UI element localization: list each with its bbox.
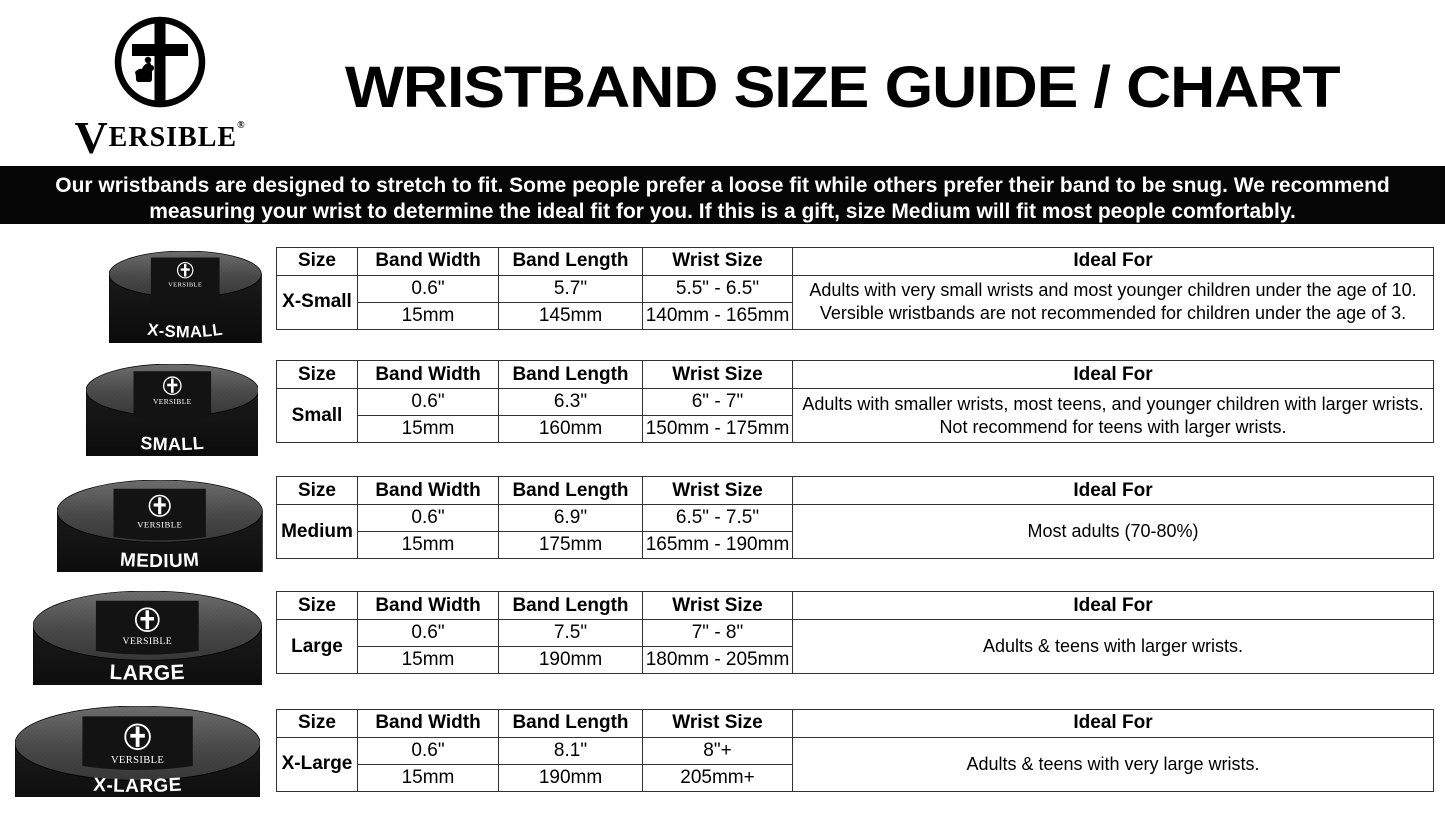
svg-text:MEDIUM: MEDIUM xyxy=(119,549,200,572)
svg-text:VERSIBLE: VERSIBLE xyxy=(153,397,192,406)
svg-text:VERSIBLE: VERSIBLE xyxy=(137,519,182,529)
svg-text:VERSIBLE: VERSIBLE xyxy=(168,281,202,288)
svg-text:LARGE: LARGE xyxy=(109,661,186,685)
svg-text:X-LARGE: X-LARGE xyxy=(92,774,182,796)
svg-text:SMALL: SMALL xyxy=(139,433,204,455)
svg-text:VERSIBLE: VERSIBLE xyxy=(110,755,163,766)
svg-text:VERSIBLE: VERSIBLE xyxy=(123,636,173,647)
